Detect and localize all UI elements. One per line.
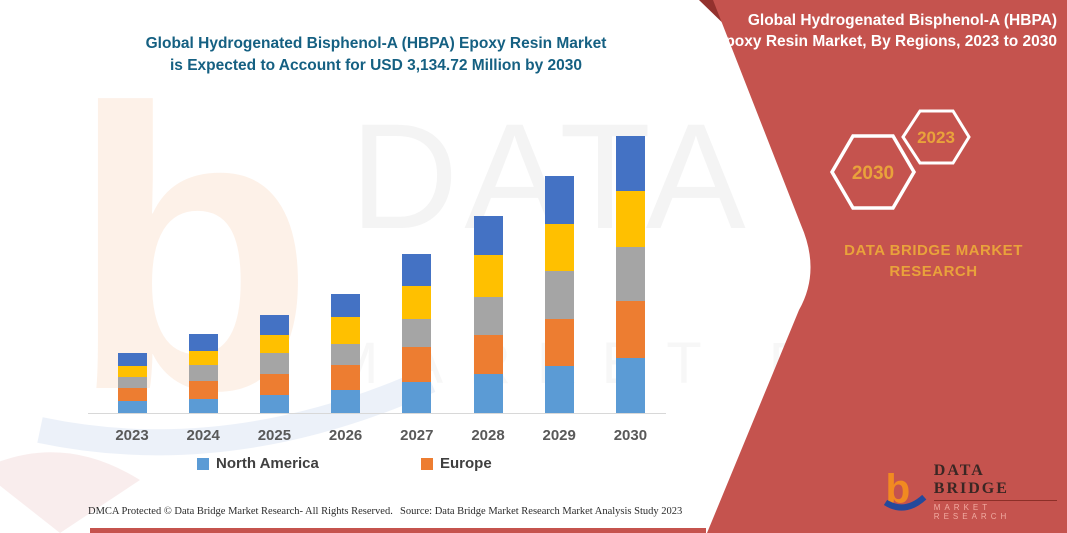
bar-segment-unlabeled-yellow	[402, 286, 432, 319]
hexagon-2023-outline	[901, 109, 971, 165]
bar-segment-unlabeled-yellow	[188, 350, 218, 366]
bar-segment-europe	[259, 373, 289, 395]
chart-headline-line1: Global Hydrogenated Bisphenol-A (HBPA) E…	[145, 35, 607, 52]
bar-segment-north-america	[117, 400, 147, 413]
legend-item-europe: Europe	[421, 455, 492, 472]
bar-2025	[259, 314, 289, 413]
x-axis-label-2024: 2024	[186, 427, 220, 444]
bar-2024	[188, 334, 218, 413]
bar-segment-north-america	[544, 366, 574, 413]
bar-2028	[473, 215, 503, 413]
bar-2023	[117, 353, 147, 413]
panel-title: Global Hydrogenated Bisphenol-A (HBPA) E…	[715, 12, 1057, 50]
bar-segment-unlabeled-yellow	[331, 317, 361, 344]
bar-segment-unlabeled-blue	[402, 253, 432, 287]
bar-segment-unlabeled-gray	[259, 353, 289, 374]
bar-segment-unlabeled-yellow	[259, 334, 289, 354]
legend-label: Europe	[440, 455, 492, 472]
chart-headline-line2: is Expected to Account for USD 3,134.72 …	[169, 57, 583, 74]
legend-label: North America	[216, 455, 319, 472]
bar-segment-europe	[615, 301, 645, 358]
hexagon-2030-outline	[829, 134, 917, 210]
bottom-red-strip	[90, 528, 706, 533]
legend-item-north-america: North America	[197, 455, 319, 472]
bar-segment-europe	[331, 364, 361, 390]
databridge-logo: b DATA BRIDGE MARKET RESEARCH	[882, 462, 1057, 521]
chart-headline: Global Hydrogenated Bisphenol-A (HBPA) E…	[76, 33, 676, 77]
bar-segment-unlabeled-gray	[615, 247, 645, 302]
databridge-logo-mark: b	[883, 465, 927, 511]
bar-segment-unlabeled-gray	[188, 365, 218, 381]
hexagon-2030-label: 2030	[852, 163, 894, 184]
bar-segment-europe	[473, 334, 503, 374]
bar-segment-north-america	[259, 394, 289, 413]
legend-swatch	[421, 457, 433, 470]
legend-swatch	[197, 457, 209, 470]
bar-segment-europe	[188, 380, 218, 399]
bar-segment-unlabeled-yellow	[117, 365, 147, 378]
bar-segment-north-america	[402, 382, 432, 413]
bar-segment-europe	[117, 388, 147, 401]
bar-segment-unlabeled-gray	[473, 297, 503, 335]
bar-2029	[544, 175, 574, 413]
footer-dmca-text: DMCA Protected © Data Bridge Market Rese…	[88, 506, 393, 517]
panel-brand-text: DATA BRIDGE MARKET RESEARCH	[844, 242, 1023, 280]
logo-brand-text: DATA BRIDGE	[933, 462, 1057, 501]
watermark-swoosh	[0, 368, 436, 533]
bar-segment-north-america	[615, 358, 645, 413]
bar-segment-unlabeled-blue	[331, 293, 361, 318]
footer-source-text: Source: Data Bridge Market Research Mark…	[400, 506, 683, 517]
bar-segment-unlabeled-blue	[259, 314, 289, 335]
bar-segment-unlabeled-gray	[331, 343, 361, 365]
bar-2027	[402, 253, 432, 413]
x-axis-label-2030: 2030	[613, 427, 648, 444]
x-axis-label-2028: 2028	[471, 427, 505, 444]
hexagon-2023-label: 2023	[917, 128, 955, 147]
bar-segment-unlabeled-blue	[544, 175, 574, 224]
bar-segment-europe	[402, 347, 432, 383]
bar-segment-north-america	[331, 389, 361, 413]
bar-segment-unlabeled-gray	[544, 271, 574, 319]
x-axis-label-2029: 2029	[542, 427, 576, 444]
logo-tagline-text: MARKET RESEARCH	[933, 502, 1011, 521]
bar-segment-unlabeled-blue	[117, 353, 147, 366]
logo-swoosh	[883, 494, 927, 511]
bar-segment-europe	[544, 318, 574, 367]
bar-2030	[615, 135, 645, 413]
bar-segment-unlabeled-blue	[188, 334, 218, 351]
x-axis-line	[88, 413, 666, 414]
x-axis-label-2023: 2023	[115, 427, 149, 444]
bar-segment-unlabeled-yellow	[473, 254, 503, 298]
x-axis-label-2027: 2027	[400, 427, 434, 444]
bar-segment-unlabeled-blue	[473, 215, 503, 255]
bar-segment-unlabeled-gray	[402, 318, 432, 348]
bar-segment-north-america	[188, 399, 218, 413]
bar-segment-north-america	[473, 374, 503, 413]
x-axis-label-2026: 2026	[328, 427, 363, 444]
bar-segment-unlabeled-blue	[615, 135, 645, 191]
x-axis-label-2025: 2025	[257, 427, 292, 444]
bar-segment-unlabeled-gray	[117, 377, 147, 389]
bar-segment-unlabeled-yellow	[544, 223, 574, 272]
bar-segment-unlabeled-yellow	[615, 190, 645, 248]
bar-2026	[331, 293, 361, 413]
